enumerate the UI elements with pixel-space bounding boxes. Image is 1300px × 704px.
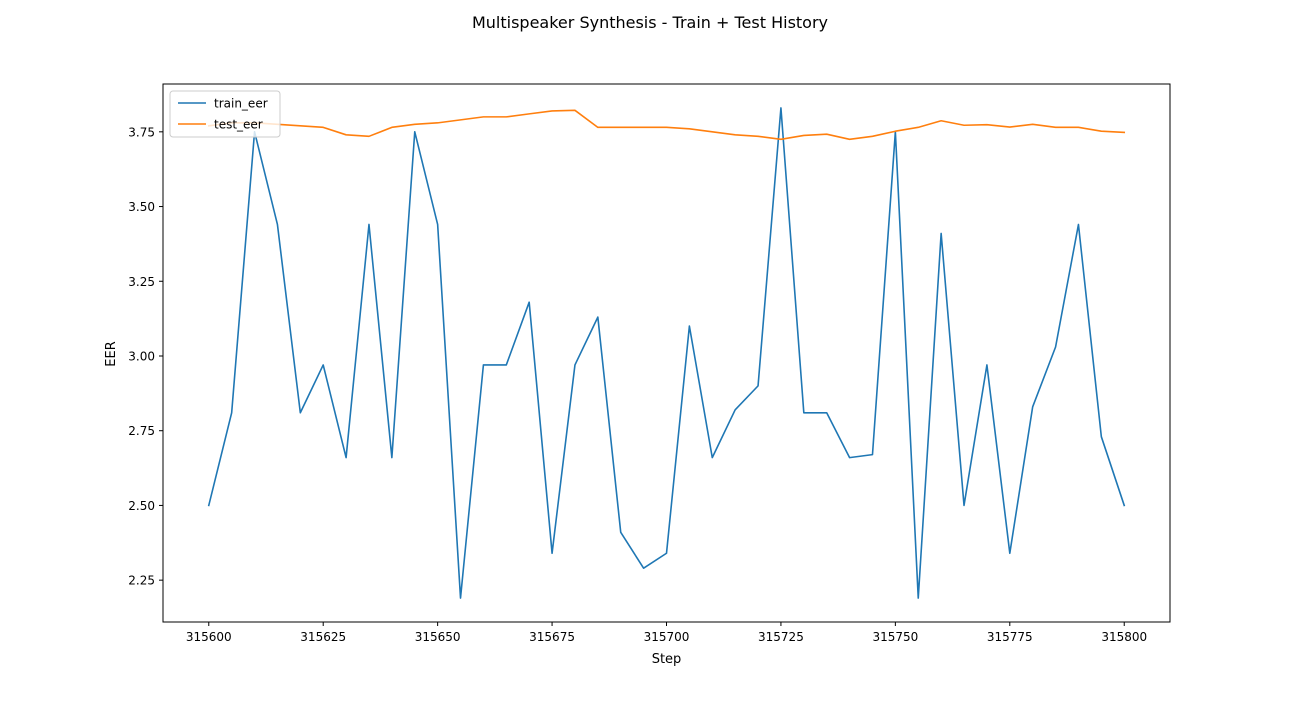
y-axis-label: EER [104,341,119,366]
series-line-train_eer [207,107,1126,599]
x-tick-label: 315775 [987,630,1033,644]
y-tick-label: 2.25 [128,574,155,588]
y-tick-label: 2.75 [128,424,155,438]
x-tick-label: 315750 [872,630,918,644]
x-tick-label: 315600 [186,630,232,644]
plot-area: 315600 315625 315650 315675 315700 315725 3157… [128,83,1171,644]
y-tick-label: 3.25 [128,275,155,289]
x-tick-label: 315625 [300,630,346,644]
x-tick-label: 315675 [529,630,575,644]
legend-label-test_eer: test_eer [214,118,263,132]
y-tick-label: 2.50 [128,499,155,513]
series-line-test_eer [207,109,1126,141]
y-tick-label: 3.00 [128,349,155,363]
x-tick-label: 315800 [1101,630,1147,644]
legend-label-train_eer: train_eer [214,97,268,111]
y-tick-label: 3.75 [128,125,155,139]
chart-title: Multispeaker Synthesis - Train + Test Hi… [472,13,828,32]
x-axis-label: Step [652,652,682,667]
x-tick-label: 315725 [758,630,804,644]
y-tick-label: 3.50 [128,200,155,214]
x-tick-label: 315700 [644,630,690,644]
x-tick-label: 315650 [415,630,461,644]
plot-frame [162,83,1171,623]
